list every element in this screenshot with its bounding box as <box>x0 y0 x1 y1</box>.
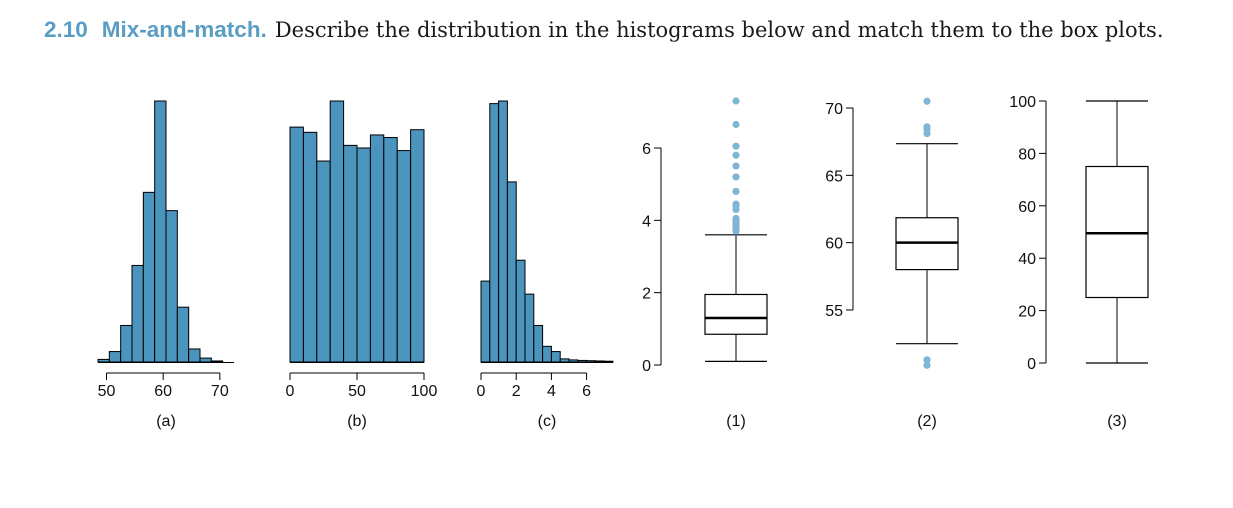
x-tick-label: 2 <box>512 383 521 400</box>
histogram-bar <box>383 137 398 363</box>
panel-label: (b) <box>347 413 367 430</box>
y-tick-label: 0 <box>1027 356 1036 373</box>
outlier-point <box>732 151 740 159</box>
x-tick-label: 50 <box>348 383 366 400</box>
y-tick-label: 55 <box>825 303 843 320</box>
boxplot-2: 55 60 65 70 (2) <box>825 97 959 430</box>
histogram-bar <box>410 129 425 363</box>
histogram-bar <box>559 358 570 363</box>
exercise-number: 2.10 <box>44 17 88 42</box>
histogram-bar <box>498 100 508 363</box>
histogram-bar <box>165 210 178 363</box>
y-tick-label: 20 <box>1018 304 1036 321</box>
outlier-point <box>923 97 931 105</box>
outlier-point <box>732 214 740 223</box>
histogram-bar <box>506 181 517 363</box>
histogram-bar <box>199 357 212 363</box>
x-tick-label: 70 <box>211 383 229 400</box>
histogram-bar <box>396 150 412 363</box>
outlier-point <box>923 356 931 364</box>
histogram-bar <box>489 103 500 363</box>
y-tick-label: 70 <box>825 101 843 118</box>
histogram-bar <box>108 351 122 363</box>
histogram-bar <box>329 100 345 363</box>
panel-label: (2) <box>917 413 937 430</box>
y-tick-label: 60 <box>825 236 843 253</box>
histogram-bar <box>188 348 201 363</box>
x-tick-label: 4 <box>547 383 556 400</box>
boxplot-1: 0 2 4 6 (1) <box>642 97 768 430</box>
exercise-header: 2.10 Mix-and-match. Describe the distribut… <box>44 14 1164 46</box>
histogram-bar <box>577 359 588 363</box>
outlier-point <box>732 200 740 208</box>
panel-label: (1) <box>726 413 746 430</box>
x-tick-label: 0 <box>286 383 295 400</box>
y-tick-label: 40 <box>1018 251 1036 268</box>
histogram-bar <box>131 264 144 363</box>
exercise-title: Mix-and-match. <box>101 17 267 42</box>
x-tick-label: 50 <box>98 383 116 400</box>
histogram-bar <box>176 306 190 363</box>
histogram-bar <box>586 360 596 363</box>
histogram-b: 0 50 100 (b) <box>286 100 438 430</box>
histogram-bar <box>343 144 358 363</box>
histogram-bar <box>568 359 579 363</box>
histogram-bar <box>515 259 526 363</box>
boxplot-3: 0 20 40 60 80 100 (3) <box>1009 94 1149 430</box>
histogram-bar <box>154 100 167 363</box>
outlier-point <box>923 123 931 131</box>
y-tick-label: 4 <box>642 213 651 230</box>
y-tick-label: 100 <box>1009 94 1036 111</box>
histogram-a: 50 60 70 (a) <box>97 100 234 430</box>
x-tick-label: 0 <box>477 383 486 400</box>
outlier-point <box>732 162 740 170</box>
histogram-bar <box>302 131 318 363</box>
histogram-bar <box>594 360 605 363</box>
y-tick-label: 2 <box>642 286 651 303</box>
histogram-bar <box>369 134 385 363</box>
histogram-bar <box>603 360 614 363</box>
outlier-point <box>732 120 740 129</box>
histogram-bar <box>97 358 110 363</box>
histogram-bar <box>524 293 535 363</box>
histogram-c: 0 2 4 6 (c) <box>477 100 614 430</box>
histogram-bar <box>480 280 491 363</box>
x-tick-label: 100 <box>411 383 438 400</box>
histogram-bar <box>542 345 552 363</box>
histogram-bar <box>289 126 304 363</box>
y-tick-label: 80 <box>1018 146 1036 163</box>
outlier-point <box>732 97 740 105</box>
y-tick-label: 60 <box>1018 199 1036 216</box>
y-tick-label: 6 <box>642 141 651 158</box>
x-tick-label: 6 <box>582 383 591 400</box>
outlier-point <box>732 142 740 150</box>
histogram-bar <box>316 160 331 363</box>
histogram-bar <box>142 191 156 363</box>
y-tick-label: 65 <box>825 168 843 185</box>
outlier-point <box>732 173 740 181</box>
panel-label: (a) <box>156 413 176 430</box>
outlier-point <box>923 361 931 369</box>
histogram-bar <box>356 147 371 363</box>
histogram-bar <box>533 324 544 363</box>
box-iqr <box>1085 165 1149 299</box>
histogram-bar <box>210 360 224 363</box>
y-tick-label: 0 <box>642 358 651 375</box>
histogram-bar <box>550 351 561 363</box>
box-iqr <box>704 293 768 335</box>
x-tick-label: 60 <box>154 383 172 400</box>
panel-label: (3) <box>1107 413 1127 430</box>
histogram-bar <box>120 324 133 363</box>
panel-label: (c) <box>538 413 557 430</box>
outlier-point <box>732 187 740 195</box>
exercise-prompt: Describe the distribution in the histogr… <box>274 18 1164 42</box>
